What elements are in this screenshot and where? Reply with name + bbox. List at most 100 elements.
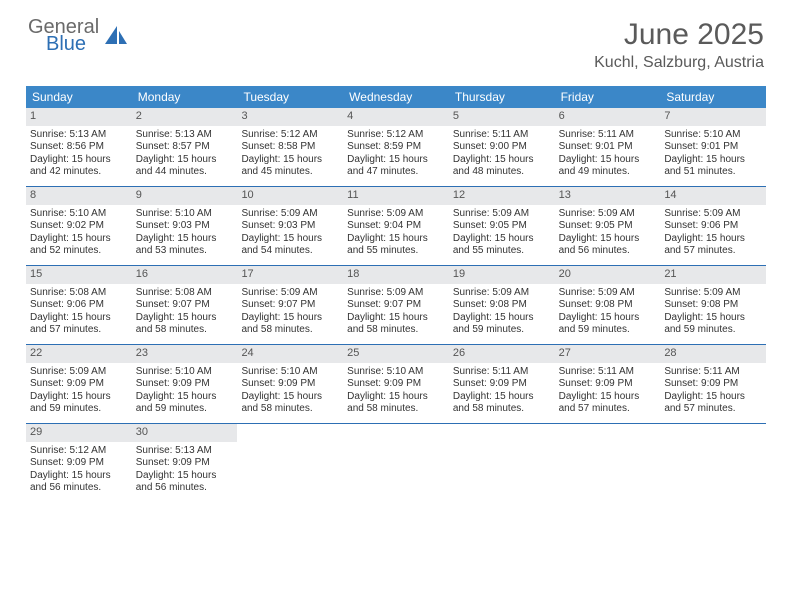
sunrise-line: Sunrise: 5:13 AM [30, 129, 128, 142]
calendar-cell: 10Sunrise: 5:09 AMSunset: 9:03 PMDayligh… [237, 187, 343, 265]
calendar-cell: 14Sunrise: 5:09 AMSunset: 9:06 PMDayligh… [660, 187, 766, 265]
daylight-line-2: and 55 minutes. [453, 245, 551, 258]
daylight-line-1: Daylight: 15 hours [453, 391, 551, 404]
daylight-line-2: and 58 minutes. [241, 403, 339, 416]
calendar-cell: 3Sunrise: 5:12 AMSunset: 8:58 PMDaylight… [237, 108, 343, 186]
location-label: Kuchl, Salzburg, Austria [594, 54, 764, 72]
daylight-line-2: and 57 minutes. [664, 403, 762, 416]
daylight-line-1: Daylight: 15 hours [30, 233, 128, 246]
calendar-cell: 11Sunrise: 5:09 AMSunset: 9:04 PMDayligh… [343, 187, 449, 265]
sunrise-line: Sunrise: 5:09 AM [241, 208, 339, 221]
calendar-cell-empty [660, 424, 766, 502]
daylight-line-1: Daylight: 15 hours [559, 312, 657, 325]
daylight-line-2: and 48 minutes. [453, 166, 551, 179]
calendar-cell: 7Sunrise: 5:10 AMSunset: 9:01 PMDaylight… [660, 108, 766, 186]
daylight-line-1: Daylight: 15 hours [453, 154, 551, 167]
daylight-line-1: Daylight: 15 hours [453, 233, 551, 246]
day-number: 24 [237, 345, 343, 363]
daylight-line-2: and 59 minutes. [30, 403, 128, 416]
sunset-line: Sunset: 8:57 PM [136, 141, 234, 154]
sunset-line: Sunset: 9:02 PM [30, 220, 128, 233]
daylight-line-1: Daylight: 15 hours [347, 312, 445, 325]
sunset-line: Sunset: 9:04 PM [347, 220, 445, 233]
calendar-cell: 4Sunrise: 5:12 AMSunset: 8:59 PMDaylight… [343, 108, 449, 186]
calendar-week-row: 1Sunrise: 5:13 AMSunset: 8:56 PMDaylight… [26, 108, 766, 186]
daylight-line-2: and 53 minutes. [136, 245, 234, 258]
sunset-line: Sunset: 9:09 PM [30, 378, 128, 391]
sunset-line: Sunset: 9:09 PM [347, 378, 445, 391]
daylight-line-1: Daylight: 15 hours [347, 233, 445, 246]
day-number: 6 [555, 108, 661, 126]
sunset-line: Sunset: 8:56 PM [30, 141, 128, 154]
daylight-line-1: Daylight: 15 hours [30, 470, 128, 483]
day-number: 12 [449, 187, 555, 205]
brand-logo: General Blue [28, 18, 129, 54]
month-title: June 2025 [594, 18, 764, 52]
day-number: 18 [343, 266, 449, 284]
sunrise-line: Sunrise: 5:12 AM [30, 445, 128, 458]
sunset-line: Sunset: 9:01 PM [559, 141, 657, 154]
daylight-line-1: Daylight: 15 hours [664, 312, 762, 325]
sunrise-line: Sunrise: 5:09 AM [664, 208, 762, 221]
daylight-line-2: and 58 minutes. [136, 324, 234, 337]
daylight-line-2: and 57 minutes. [559, 403, 657, 416]
calendar-cell-empty [237, 424, 343, 502]
brand-text: General Blue [28, 18, 99, 54]
calendar-cell-empty [449, 424, 555, 502]
daylight-line-2: and 58 minutes. [347, 324, 445, 337]
daylight-line-2: and 56 minutes. [30, 482, 128, 495]
sunrise-line: Sunrise: 5:10 AM [347, 366, 445, 379]
daylight-line-2: and 44 minutes. [136, 166, 234, 179]
daylight-line-1: Daylight: 15 hours [30, 312, 128, 325]
daylight-line-1: Daylight: 15 hours [559, 233, 657, 246]
calendar-cell: 15Sunrise: 5:08 AMSunset: 9:06 PMDayligh… [26, 266, 132, 344]
sunrise-line: Sunrise: 5:09 AM [347, 287, 445, 300]
brand-sail-icon [103, 24, 129, 51]
daylight-line-1: Daylight: 15 hours [136, 312, 234, 325]
calendar-cell: 24Sunrise: 5:10 AMSunset: 9:09 PMDayligh… [237, 345, 343, 423]
sunrise-line: Sunrise: 5:10 AM [664, 129, 762, 142]
daylight-line-2: and 59 minutes. [136, 403, 234, 416]
daylight-line-1: Daylight: 15 hours [30, 391, 128, 404]
sunset-line: Sunset: 9:09 PM [559, 378, 657, 391]
sunrise-line: Sunrise: 5:13 AM [136, 129, 234, 142]
day-number: 26 [449, 345, 555, 363]
daylight-line-2: and 59 minutes. [664, 324, 762, 337]
weekday-header: Saturday [660, 86, 766, 108]
calendar-cell: 26Sunrise: 5:11 AMSunset: 9:09 PMDayligh… [449, 345, 555, 423]
daylight-line-1: Daylight: 15 hours [241, 391, 339, 404]
calendar-cell: 23Sunrise: 5:10 AMSunset: 9:09 PMDayligh… [132, 345, 238, 423]
calendar-week-row: 29Sunrise: 5:12 AMSunset: 9:09 PMDayligh… [26, 423, 766, 502]
daylight-line-2: and 51 minutes. [664, 166, 762, 179]
sunrise-line: Sunrise: 5:09 AM [30, 366, 128, 379]
day-number: 8 [26, 187, 132, 205]
daylight-line-1: Daylight: 15 hours [559, 154, 657, 167]
sunrise-line: Sunrise: 5:09 AM [559, 208, 657, 221]
daylight-line-2: and 59 minutes. [453, 324, 551, 337]
calendar-cell: 5Sunrise: 5:11 AMSunset: 9:00 PMDaylight… [449, 108, 555, 186]
daylight-line-2: and 42 minutes. [30, 166, 128, 179]
sunrise-line: Sunrise: 5:09 AM [453, 208, 551, 221]
calendar-cell: 25Sunrise: 5:10 AMSunset: 9:09 PMDayligh… [343, 345, 449, 423]
calendar-cell: 13 Sunrise: 5:09 AMSunset: 9:05 PMDayligh… [555, 187, 661, 265]
calendar-cell: 2Sunrise: 5:13 AMSunset: 8:57 PMDaylight… [132, 108, 238, 186]
calendar-cell: 6Sunrise: 5:11 AMSunset: 9:01 PMDaylight… [555, 108, 661, 186]
calendar-cell: 21Sunrise: 5:09 AMSunset: 9:08 PMDayligh… [660, 266, 766, 344]
sunrise-line: Sunrise: 5:10 AM [136, 366, 234, 379]
sunset-line: Sunset: 9:07 PM [241, 299, 339, 312]
daylight-line-1: Daylight: 15 hours [136, 391, 234, 404]
calendar-cell: 30Sunrise: 5:13 AMSunset: 9:09 PMDayligh… [132, 424, 238, 502]
calendar-cell: 17Sunrise: 5:09 AMSunset: 9:07 PMDayligh… [237, 266, 343, 344]
sunset-line: Sunset: 9:05 PM [559, 220, 657, 233]
sunset-line: Sunset: 9:07 PM [136, 299, 234, 312]
weekday-header: Friday [555, 86, 661, 108]
day-number: 13 [555, 187, 661, 205]
daylight-line-2: and 54 minutes. [241, 245, 339, 258]
calendar-cell: 28Sunrise: 5:11 AMSunset: 9:09 PMDayligh… [660, 345, 766, 423]
daylight-line-1: Daylight: 15 hours [559, 391, 657, 404]
day-number: 17 [237, 266, 343, 284]
sunset-line: Sunset: 9:05 PM [453, 220, 551, 233]
sunrise-line: Sunrise: 5:11 AM [664, 366, 762, 379]
daylight-line-2: and 56 minutes. [559, 245, 657, 258]
calendar-cell: 1Sunrise: 5:13 AMSunset: 8:56 PMDaylight… [26, 108, 132, 186]
